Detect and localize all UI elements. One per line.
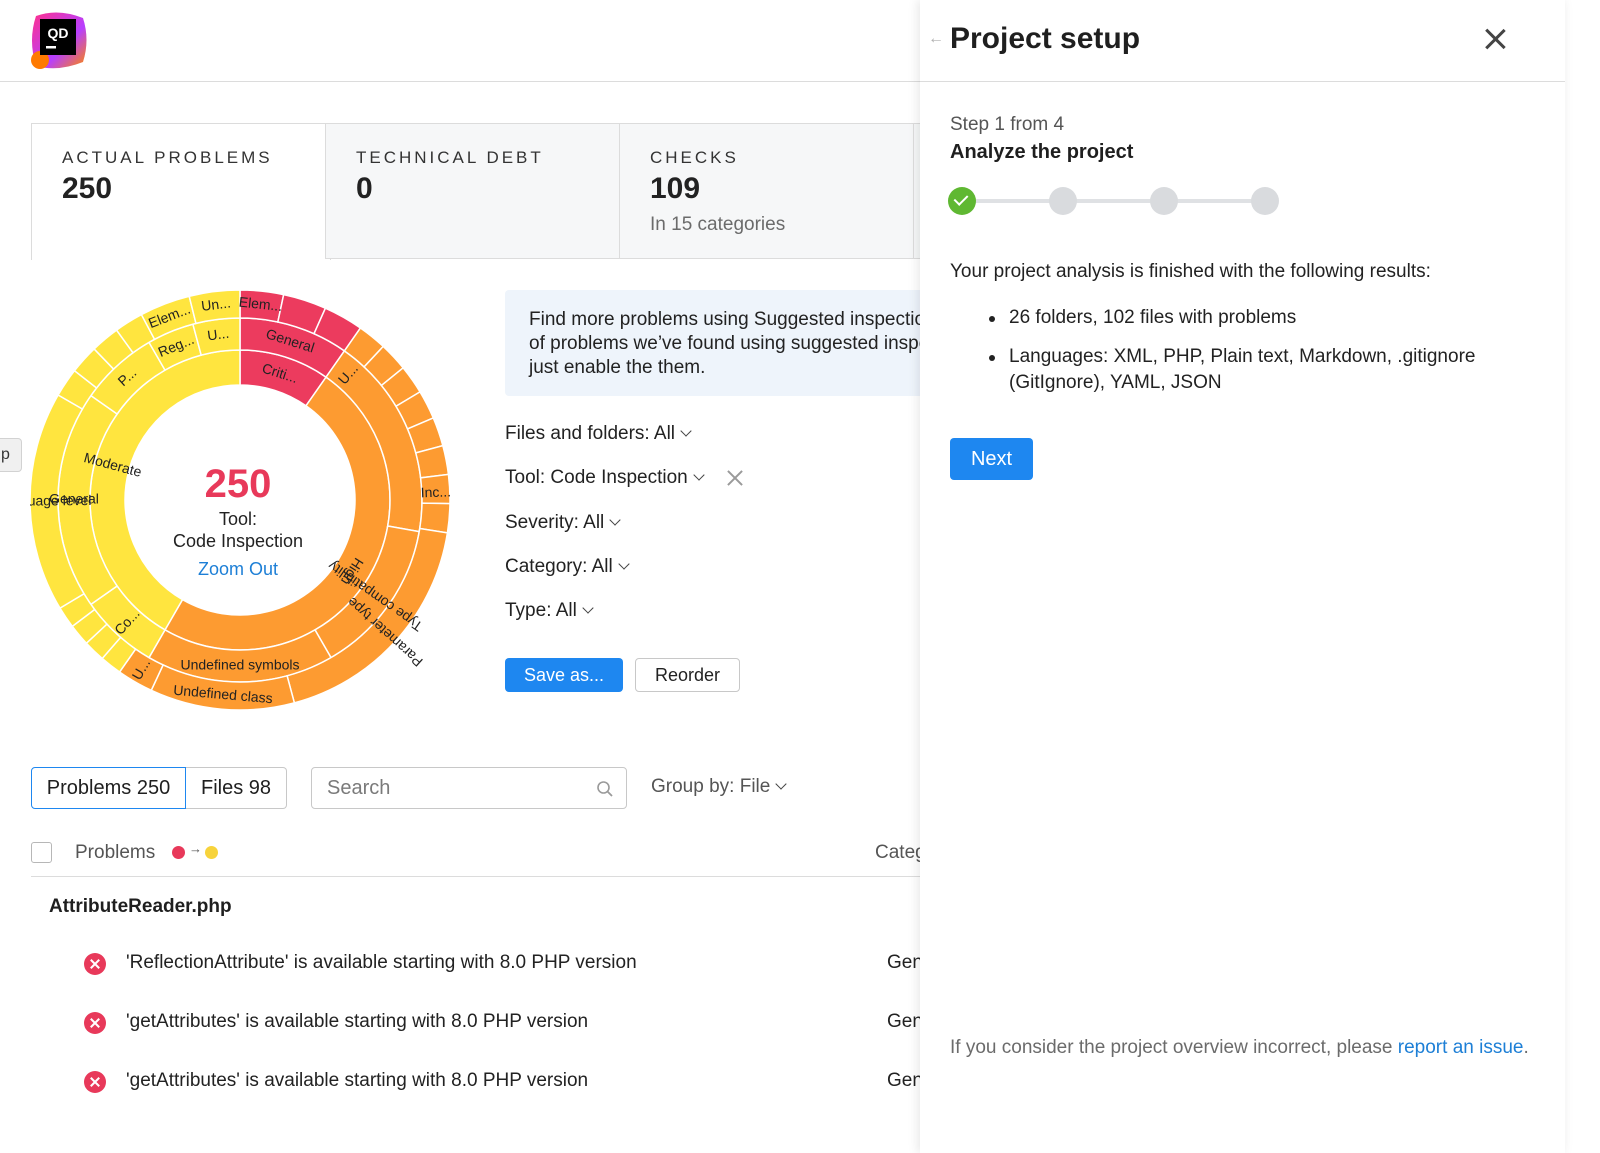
stepper-track bbox=[962, 199, 1266, 203]
banner-line: of problems we’ve found using suggested … bbox=[529, 333, 945, 354]
check-icon bbox=[953, 191, 969, 206]
card-checks[interactable]: CHECKS 109 In 15 categories bbox=[619, 123, 919, 259]
step-2-node bbox=[1049, 187, 1077, 215]
chevron-down-icon bbox=[693, 469, 705, 481]
tab-problems[interactable]: Problems 250 bbox=[31, 767, 186, 809]
back-arrow-icon[interactable]: ← bbox=[928, 30, 944, 47]
list-item: Languages: XML, PHP, Plain text, Markdow… bbox=[989, 344, 1539, 396]
sunburst-label: Inc... bbox=[420, 483, 450, 500]
list-item: 26 folders, 102 files with problems bbox=[989, 305, 1539, 331]
problem-text: 'ReflectionAttribute' is available start… bbox=[126, 952, 637, 973]
progress-stepper bbox=[948, 187, 1282, 215]
card-value: 109 bbox=[650, 172, 701, 205]
zoom-out-link[interactable]: Zoom Out bbox=[197, 559, 279, 579]
step-4-node bbox=[1251, 187, 1279, 215]
card-technical-debt[interactable]: TECHNICAL DEBT 0 bbox=[325, 123, 625, 259]
problems-sunburst-chart[interactable]: ModerateHighCriti...GeneralGeneralLangua… bbox=[30, 290, 450, 710]
next-button[interactable]: Next bbox=[950, 438, 1033, 480]
step-counter: Step 1 from 4 bbox=[950, 114, 1065, 135]
filter-files-folders[interactable]: Files and folders: All bbox=[505, 423, 692, 445]
filter-category[interactable]: Category: All bbox=[505, 556, 630, 578]
sunburst-label: U... bbox=[206, 325, 230, 344]
project-setup-panel: ← Project setup Step 1 from 4 Analyze th… bbox=[920, 0, 1565, 1153]
reorder-button[interactable]: Reorder bbox=[635, 658, 740, 692]
sunburst-label: Un... bbox=[200, 294, 231, 313]
step-title: Analyze the project bbox=[950, 141, 1134, 163]
side-tab[interactable]: p bbox=[0, 438, 22, 472]
card-subtitle: In 15 categories bbox=[650, 214, 786, 235]
save-as-button[interactable]: Save as... bbox=[505, 658, 623, 692]
moderate-dot-icon bbox=[205, 846, 218, 859]
filter-severity[interactable]: Severity: All bbox=[505, 512, 621, 534]
card-value: 250 bbox=[62, 172, 113, 205]
table-row[interactable]: 'getAttributes' is available starting wi… bbox=[80, 1010, 955, 1040]
metric-cards: ACTUAL PROBLEMS 250 TECHNICAL DEBT 0 CHE… bbox=[31, 123, 953, 260]
column-problems[interactable]: Problems bbox=[75, 842, 156, 863]
panel-header: ← Project setup bbox=[920, 0, 1565, 82]
table-row[interactable]: 'ReflectionAttribute' is available start… bbox=[80, 951, 955, 981]
clear-tool-filter-icon[interactable] bbox=[724, 467, 746, 489]
arrow-right-icon: → bbox=[189, 841, 202, 856]
sunburst-tool-label: Tool: bbox=[218, 509, 258, 529]
sunburst-label: General bbox=[49, 491, 99, 507]
segment-high-leaf[interactable] bbox=[418, 502, 450, 534]
sunburst-label: Elem... bbox=[238, 294, 283, 314]
chevron-down-icon bbox=[775, 778, 787, 790]
group-by-dropdown[interactable]: Group by: File bbox=[651, 776, 787, 798]
file-group-title[interactable]: AttributeReader.php bbox=[49, 896, 232, 917]
critical-dot-icon bbox=[172, 846, 185, 859]
sunburst-label: Language level bbox=[30, 492, 92, 509]
result-list: 26 folders, 102 files with problems Lang… bbox=[989, 305, 1539, 409]
card-label: TECHNICAL DEBT bbox=[356, 148, 544, 167]
report-issue-link[interactable]: report an issue bbox=[1397, 1037, 1524, 1058]
chevron-down-icon bbox=[609, 514, 621, 526]
chevron-down-icon bbox=[582, 602, 594, 614]
qodana-logo[interactable]: QD bbox=[28, 10, 90, 72]
error-icon bbox=[84, 1012, 106, 1034]
error-icon bbox=[84, 1071, 106, 1093]
search-input[interactable] bbox=[313, 769, 583, 807]
cards-divider bbox=[325, 258, 925, 259]
top-bar: QD bbox=[0, 0, 940, 82]
footer-note: If you consider the project overview inc… bbox=[950, 1036, 1530, 1060]
problem-text: 'getAttributes' is available starting wi… bbox=[126, 1070, 589, 1091]
step-3-node bbox=[1150, 187, 1178, 215]
segment-un[interactable] bbox=[188, 290, 241, 325]
suggested-inspections-banner: Find more problems using Suggested inspe… bbox=[505, 290, 945, 396]
chevron-down-icon bbox=[618, 558, 630, 570]
card-label: CHECKS bbox=[650, 148, 739, 167]
sunburst-total: 250 bbox=[204, 462, 272, 506]
panel-title: Project setup bbox=[950, 22, 1141, 55]
problem-text: 'getAttributes' is available starting wi… bbox=[126, 1011, 589, 1032]
select-all-checkbox[interactable] bbox=[31, 842, 52, 863]
card-label: ACTUAL PROBLEMS bbox=[62, 148, 273, 167]
filter-type[interactable]: Type: All bbox=[505, 600, 594, 622]
card-value: 0 bbox=[356, 172, 373, 205]
sunburst-tool: Tool: Code Inspection bbox=[140, 508, 336, 552]
chevron-down-icon bbox=[680, 425, 692, 437]
error-icon bbox=[84, 953, 106, 975]
banner-line: Find more problems using Suggested inspe… bbox=[529, 309, 945, 330]
filter-tool[interactable]: Tool: Code Inspection bbox=[505, 467, 705, 489]
step-1-node bbox=[948, 187, 976, 215]
footer-end: . bbox=[1523, 1037, 1529, 1058]
footer-text: If you consider the project overview inc… bbox=[950, 1037, 1398, 1058]
search-box bbox=[311, 767, 627, 809]
svg-text:QD: QD bbox=[48, 25, 69, 41]
close-icon[interactable] bbox=[1482, 26, 1508, 52]
table-row[interactable]: 'getAttributes' is available starting wi… bbox=[80, 1069, 955, 1099]
banner-line: just enable the them. bbox=[529, 357, 706, 378]
result-intro: Your project analysis is finished with t… bbox=[950, 261, 1431, 282]
table-header-divider bbox=[31, 876, 931, 877]
sunburst-tool-value: Code Inspection bbox=[172, 531, 304, 551]
card-actual-problems[interactable]: ACTUAL PROBLEMS 250 bbox=[31, 123, 331, 260]
search-icon[interactable] bbox=[596, 780, 614, 798]
tab-files[interactable]: Files 98 bbox=[186, 767, 287, 809]
sunburst-label: Undefined symbols bbox=[180, 657, 299, 673]
